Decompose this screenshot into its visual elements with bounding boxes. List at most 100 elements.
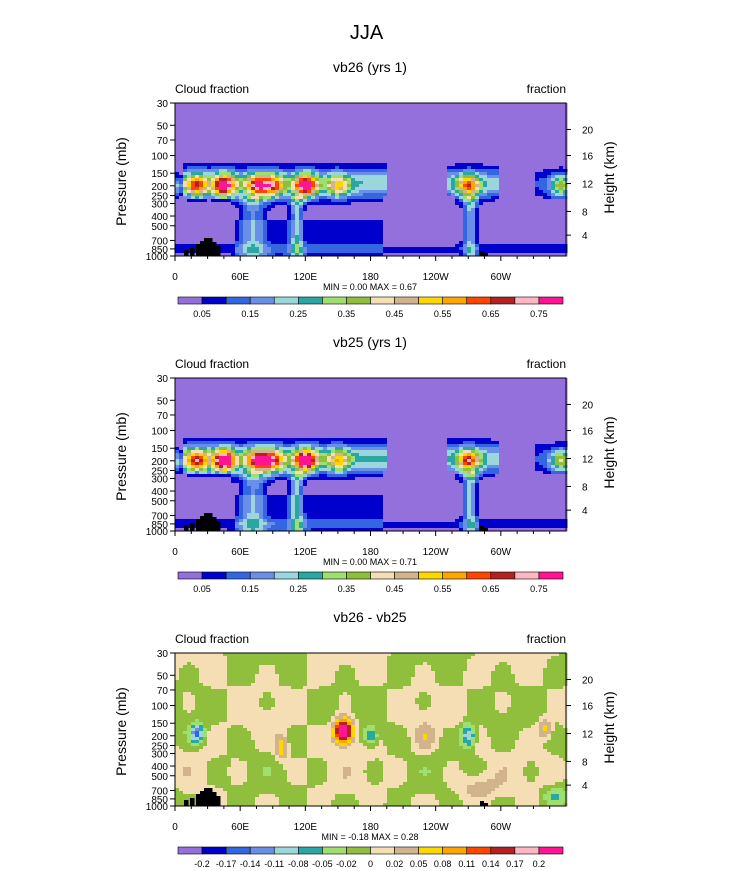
x-tick-label: 60W [491,822,512,833]
colorbar-label: 0.05 [193,309,211,319]
right-label: fraction [527,357,566,371]
colorbar-label: 0.35 [338,309,356,319]
colorbar-swatch [514,846,540,855]
colorbar-label: 0.45 [386,584,404,594]
x-tick-label: 0 [172,822,178,833]
colorbar-swatch [490,571,516,580]
y-tick-label: 300 [151,474,168,485]
colorbar-swatch [225,296,251,305]
colorbar-swatch [370,571,395,580]
colorbar-label: 0.17 [506,859,524,869]
colorbar: -0.2 -0.17 -0.14 -0.11 -0.08 -0.05 -0.02 0 0.02 0… [177,846,564,869]
colorbar-label: 0.15 [241,309,259,319]
x-tick-label: 180 [362,822,379,833]
colorbar-label: 0.75 [530,309,548,319]
y2-axis-label: Height (km) [601,141,617,213]
panel-title: vb25 (yrs 1) [333,334,407,350]
min-max-label: MIN = 0.00 MAX = 0.67 [323,282,417,292]
colorbar: 0.05 0.15 0.25 0.35 0.45 0.55 0.65 0.75 [177,296,564,319]
y-tick-label: 850 [151,245,168,256]
colorbar-label: 0.05 [410,859,428,869]
contour-field [175,378,568,532]
colorbar-swatch [177,846,203,855]
min-max-label: MIN = -0.18 MAX = 0.28 [321,832,418,842]
colorbar-swatch [322,846,347,855]
y-tick-label: 300 [151,199,168,210]
colorbar-swatch [538,571,564,580]
x-tick-label: 0 [172,272,178,283]
terrain-mask [184,788,488,806]
colorbar-swatch [298,571,323,580]
x-tick-label: 120W [423,272,450,283]
colorbar-label: -0.17 [216,859,237,869]
y-tick-label: 700 [151,786,168,797]
colorbar-swatch [322,296,347,305]
y-tick-label: 100 [151,427,168,438]
colorbar-label: 0.35 [338,584,356,594]
colorbar-label: -0.02 [336,859,357,869]
colorbar-swatch [273,296,299,305]
y2-tick-label: 12 [582,455,594,466]
y-tick-label: 50 [157,121,169,132]
y-tick-label: 700 [151,236,168,247]
y-tick-label: 70 [157,686,169,697]
x-tick-label: 120E [294,272,318,283]
y2-axis: 20 16 12 8 4 [566,675,594,792]
colorbar-label: -0.11 [264,859,284,869]
y2-tick-label: 4 [582,231,588,242]
y-tick-label: 700 [151,511,168,522]
colorbar-swatch [346,296,371,305]
colorbar-label: 0.75 [530,584,548,594]
colorbar-label: 0.08 [434,859,452,869]
x-tick-label: 120W [423,547,450,558]
colorbar: 0.05 0.15 0.25 0.35 0.45 0.55 0.65 0.75 [177,571,564,594]
y-tick-label: 70 [157,136,169,147]
y-tick-label: 400 [151,762,168,773]
colorbar-swatch [490,846,516,855]
colorbar-label: 0.65 [482,584,500,594]
y-tick-label: 30 [157,374,169,385]
y2-tick-label: 8 [582,482,588,493]
y-tick-label: 50 [157,396,169,407]
colorbar-label: 0.55 [434,584,452,594]
y-tick-label: 500 [151,772,168,783]
colorbar-swatch [370,846,395,855]
y-axis-label: Pressure (mb) [113,412,129,501]
y-tick-label: 1000 [146,252,169,263]
left-label: Cloud fraction [175,632,249,646]
colorbar-label: -0.08 [288,859,309,869]
y2-tick-label: 20 [582,400,594,411]
colorbar-label: 0.25 [290,584,308,594]
colorbar-swatch [514,571,540,580]
colorbar-label: 0.15 [241,584,259,594]
terrain-mask [184,238,488,256]
colorbar-swatch [249,846,275,855]
colorbar-swatch [225,846,251,855]
colorbar-swatch [466,296,492,305]
y2-tick-label: 4 [582,506,588,517]
colorbar-label: 0.25 [290,309,308,319]
colorbar-label: 0 [368,859,373,869]
colorbar-swatch [273,571,299,580]
right-label: fraction [527,82,566,96]
y2-axis-label: Height (km) [601,691,617,763]
colorbar-label: -0.05 [312,859,333,869]
y-tick-label: 150 [151,444,168,455]
colorbar-swatch [490,296,516,305]
y-tick-label: 30 [157,649,169,660]
y-tick-label: 200 [151,457,168,468]
colorbar-label: 0.45 [386,309,404,319]
y-tick-label: 150 [151,169,168,180]
colorbar-label: -0.14 [240,859,261,869]
colorbar-swatch [201,846,227,855]
left-label: Cloud fraction [175,357,249,371]
x-axis: 0 60E 120E 180 120W 60W [172,806,551,833]
x-tick-label: 0 [172,547,178,558]
colorbar-swatch [298,846,323,855]
colorbar-swatch [201,296,227,305]
x-tick-label: 120E [294,822,318,833]
x-tick-label: 60W [491,272,512,283]
x-axis: 0 60E 120E 180 120W 60W [172,256,551,283]
